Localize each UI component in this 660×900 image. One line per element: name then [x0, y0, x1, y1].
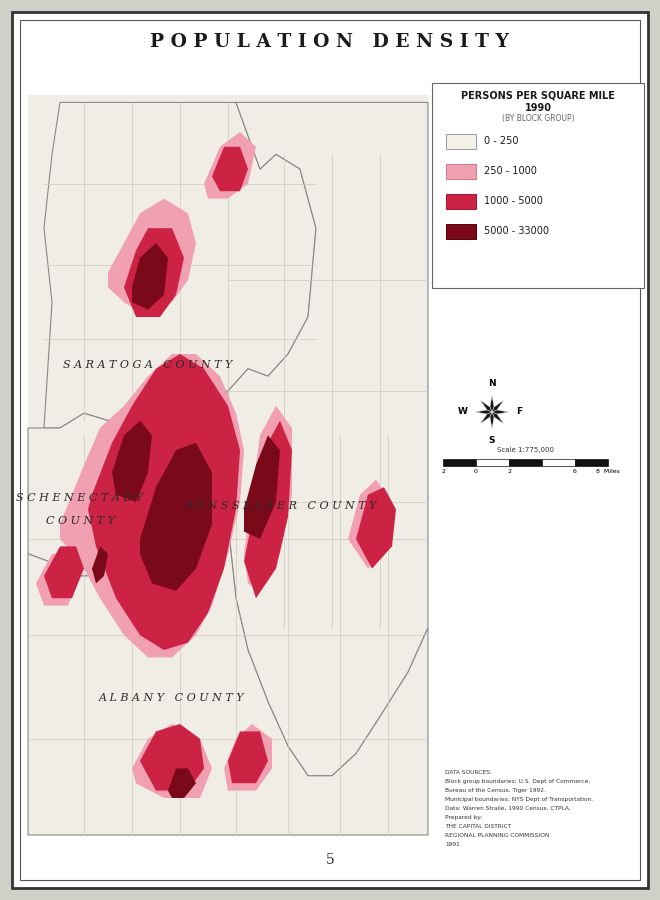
Text: Block group boundaries: U.S. Dept of Commerce,: Block group boundaries: U.S. Dept of Com… [445, 779, 590, 784]
Polygon shape [140, 443, 212, 590]
Text: REGIONAL PLANNING COMMISSION: REGIONAL PLANNING COMMISSION [445, 833, 549, 838]
Text: 1990: 1990 [525, 103, 552, 113]
Polygon shape [244, 406, 292, 590]
Text: N: N [488, 379, 496, 388]
Bar [446, 133, 476, 148]
Polygon shape [490, 395, 494, 412]
Text: Data: Warren Straile, 1990 Census, CTPLA.: Data: Warren Straile, 1990 Census, CTPLA… [445, 806, 571, 811]
Text: 5: 5 [325, 853, 335, 867]
Polygon shape [124, 229, 184, 317]
Bar [28, 95, 428, 835]
Polygon shape [480, 412, 492, 424]
Polygon shape [44, 103, 316, 428]
Polygon shape [356, 487, 396, 569]
Polygon shape [244, 420, 292, 598]
Polygon shape [36, 554, 80, 606]
Text: C O U N T Y: C O U N T Y [46, 516, 114, 526]
Text: 0 - 250: 0 - 250 [484, 136, 519, 146]
Bar [575, 459, 608, 466]
Polygon shape [140, 724, 204, 790]
Polygon shape [348, 480, 392, 569]
Bar [446, 164, 476, 178]
Polygon shape [244, 436, 280, 539]
Polygon shape [490, 412, 494, 429]
Text: Municipal boundaries: NYS Dept of Transportation.: Municipal boundaries: NYS Dept of Transp… [445, 797, 593, 802]
Bar [443, 459, 476, 466]
Polygon shape [60, 354, 244, 657]
Polygon shape [28, 413, 140, 576]
Text: 0: 0 [474, 469, 478, 474]
Text: S A R A T O G A   C O U N T Y: S A R A T O G A C O U N T Y [63, 360, 233, 370]
Text: R E N S S E L A E R   C O U N T Y: R E N S S E L A E R C O U N T Y [183, 500, 376, 510]
Text: A L B A N Y   C O U N T Y: A L B A N Y C O U N T Y [99, 693, 245, 703]
Bar [432, 83, 644, 288]
Text: PERSONS PER SQUARE MILE: PERSONS PER SQUARE MILE [461, 91, 615, 101]
Polygon shape [88, 354, 240, 650]
Text: THE CAPITAL DISTRICT: THE CAPITAL DISTRICT [445, 824, 512, 829]
Text: F: F [516, 408, 522, 417]
Polygon shape [132, 243, 168, 310]
Text: 250 - 1000: 250 - 1000 [484, 166, 537, 176]
Bar [542, 459, 575, 466]
Text: W: W [458, 408, 468, 417]
Bar [446, 223, 476, 238]
Polygon shape [112, 420, 152, 502]
Polygon shape [132, 724, 212, 798]
Text: 1991: 1991 [445, 842, 460, 847]
Polygon shape [224, 724, 272, 790]
Bar [476, 459, 509, 466]
Polygon shape [92, 546, 108, 583]
Text: P O P U L A T I O N   D E N S I T Y: P O P U L A T I O N D E N S I T Y [150, 33, 510, 51]
Polygon shape [108, 199, 196, 317]
Text: S: S [489, 436, 495, 445]
Text: 8  Miles: 8 Miles [596, 469, 620, 474]
Polygon shape [44, 546, 84, 598]
Polygon shape [212, 147, 248, 191]
Text: 1000 - 5000: 1000 - 5000 [484, 196, 543, 206]
Polygon shape [28, 420, 428, 835]
Polygon shape [480, 400, 492, 412]
Text: 2: 2 [507, 469, 511, 474]
Polygon shape [228, 732, 268, 783]
Text: Bureau of the Census, Tiger 1992.: Bureau of the Census, Tiger 1992. [445, 788, 546, 793]
Text: 5000 - 33000: 5000 - 33000 [484, 226, 549, 236]
Text: 6: 6 [573, 469, 577, 474]
Polygon shape [204, 132, 256, 199]
Polygon shape [228, 103, 428, 776]
Polygon shape [492, 410, 509, 414]
Text: 2: 2 [441, 469, 445, 474]
Bar [446, 194, 476, 209]
Polygon shape [168, 769, 196, 798]
Text: Scale 1:775,000: Scale 1:775,000 [497, 447, 554, 453]
Bar [509, 459, 542, 466]
Text: S C H E N E C T A D Y: S C H E N E C T A D Y [16, 493, 143, 503]
Polygon shape [492, 400, 504, 412]
Text: (BY BLOCK GROUP): (BY BLOCK GROUP) [502, 114, 574, 123]
Polygon shape [492, 412, 504, 424]
Text: Prepared by:: Prepared by: [445, 815, 482, 820]
Text: DATA SOURCES:: DATA SOURCES: [445, 770, 492, 775]
Polygon shape [475, 410, 492, 414]
